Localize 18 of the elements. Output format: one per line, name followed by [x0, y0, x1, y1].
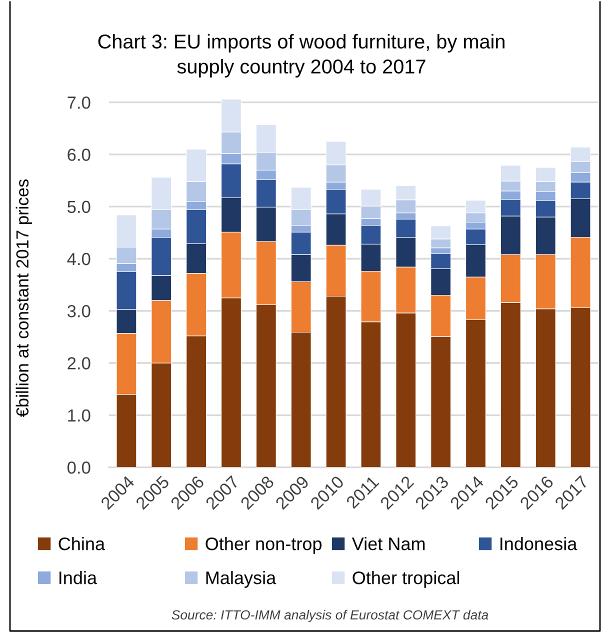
legend-label: Viet Nam — [352, 537, 425, 550]
y-tick-label: 4.0 — [67, 252, 90, 266]
legend-label: Indonesia — [500, 537, 578, 550]
legend-label: Other non-trop — [206, 537, 322, 554]
source-note: Source: ITTO-IMM analysis of Eurostat COMEXT data — [172, 610, 488, 622]
y-axis-title: €billion at constant 2017 prices — [16, 179, 32, 418]
y-tick-label: 5.0 — [68, 200, 90, 214]
y-tick-label: 2.0 — [68, 357, 90, 370]
y-tick-label: 7.0 — [68, 96, 90, 109]
legend-label: Malaysia — [206, 570, 276, 588]
legend-label: China — [58, 537, 106, 550]
y-tick-label: 1.0 — [68, 409, 90, 422]
y-tick-label: 0.0 — [67, 461, 90, 474]
legend-label: India — [60, 570, 98, 584]
y-tick-label: 6.0 — [68, 148, 90, 161]
chart-title: Chart 3: EU imports of wood furniture, by main supply country 2004 to 2017 — [98, 34, 504, 78]
y-tick-label: 3.0 — [67, 305, 90, 318]
legend-label: Other tropical — [352, 570, 460, 588]
